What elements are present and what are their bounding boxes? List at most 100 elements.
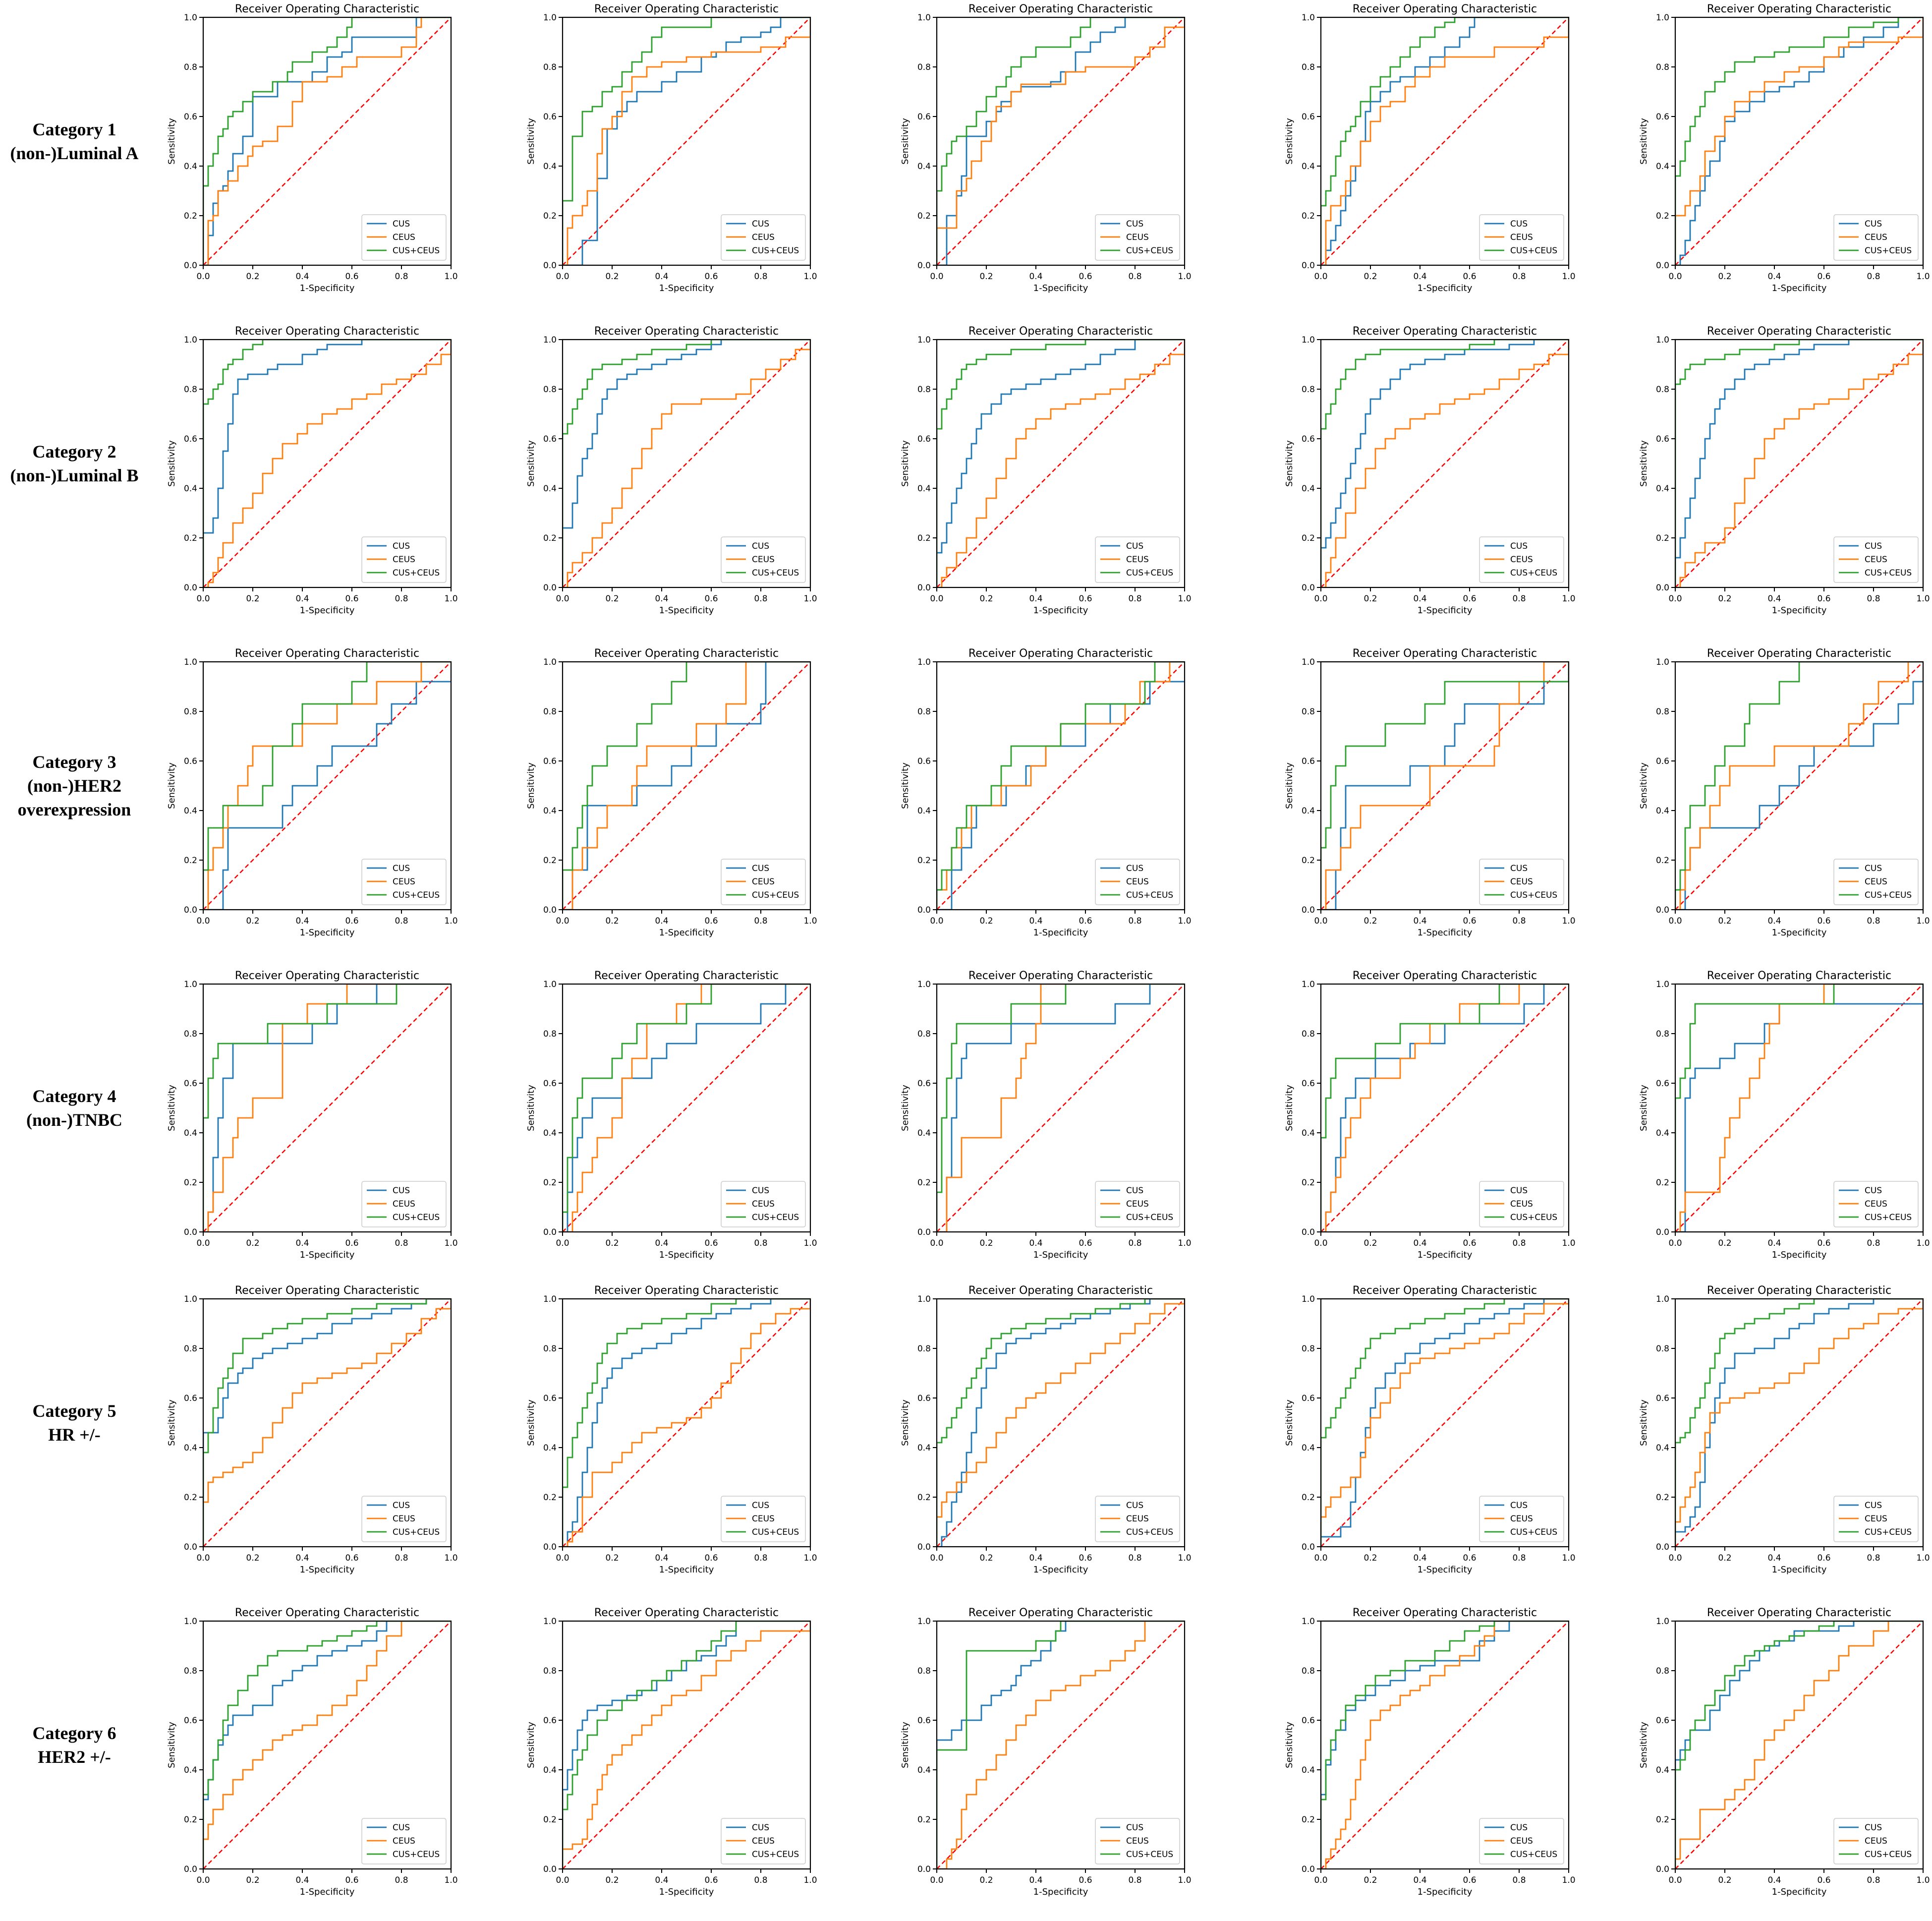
x-tick-label: 0.8 — [1512, 1875, 1526, 1885]
legend-label: CEUS — [1865, 1514, 1887, 1524]
y-tick-label: 0.0 — [543, 1542, 557, 1552]
axes-frame — [936, 661, 1186, 911]
legend-label: CEUS — [1126, 233, 1149, 242]
chance-diagonal-line — [1675, 1299, 1923, 1547]
category-label-4: Category 4 (non-)TNBC — [0, 1084, 149, 1132]
chart-title: Receiver Operating Characteristic — [1353, 970, 1537, 982]
axes-frame — [1674, 1298, 1924, 1548]
x-tick-label: 0.6 — [1463, 916, 1476, 926]
x-tick-label: 0.4 — [1413, 1238, 1426, 1248]
y-tick-label: 1.0 — [1302, 657, 1315, 667]
y-tick-label: 0.4 — [184, 1443, 197, 1453]
roc-curve-cus-plus-ceus — [563, 662, 810, 910]
chart-title: Receiver Operating Characteristic — [235, 1284, 419, 1297]
roc-chart: Receiver Operating Characteristic 0.0 0.2 0… — [1284, 1284, 1576, 1575]
y-tick-label: 0.4 — [1302, 162, 1315, 172]
chance-diagonal-line — [1321, 1621, 1569, 1869]
legend-label: CEUS — [1126, 1514, 1149, 1524]
x-axis-label: 1-Specificity — [1033, 1565, 1088, 1575]
chance-diagonal-line — [203, 340, 451, 587]
y-tick-label: 0.8 — [1302, 62, 1315, 72]
roc-curve-cus-plus-ceus — [1321, 1621, 1569, 1869]
y-tick-label: 0.0 — [184, 1542, 197, 1552]
legend-label: CUS — [752, 864, 769, 873]
roc-chart: Receiver Operating Characteristic 0.0 0.2 0… — [167, 325, 458, 616]
y-tick-label: 1.0 — [917, 980, 931, 990]
y-axis-label: Sensitivity — [1284, 118, 1295, 165]
y-axis-label: Sensitivity — [1284, 1722, 1295, 1768]
legend-label: CUS+CEUS — [752, 1527, 799, 1537]
y-tick-label: 0.0 — [184, 1864, 197, 1874]
y-tick-label: 0.0 — [543, 583, 557, 593]
axes-frame — [202, 1620, 452, 1870]
legend: CUS CEUS CUS+CEUS — [721, 214, 806, 261]
x-tick-label: 0.2 — [979, 1238, 993, 1248]
legend-label: CUS — [1865, 219, 1882, 229]
x-tick-label: 0.8 — [1512, 272, 1526, 282]
roc-curve-cus-plus-ceus — [203, 17, 451, 265]
x-tick-label: 1.0 — [1916, 272, 1930, 282]
roc-chart: Receiver Operating Characteristic 0.0 0.2 0… — [1639, 1607, 1930, 1897]
chart-title: Receiver Operating Characteristic — [1353, 3, 1537, 15]
axes-frame — [562, 983, 811, 1233]
chart-title: Receiver Operating Characteristic — [594, 1607, 779, 1619]
y-tick-label: 0.4 — [917, 162, 931, 172]
roc-curve-cus — [1675, 1299, 1923, 1547]
x-axis-label: 1-Specificity — [300, 928, 355, 938]
x-tick-label: 0.8 — [1512, 1238, 1526, 1248]
roc-curve-cus — [563, 1621, 810, 1869]
roc-curve-cus-plus-ceus — [563, 17, 810, 265]
y-tick-label: 0.4 — [184, 162, 197, 172]
x-tick-label: 0.6 — [704, 916, 718, 926]
chance-diagonal-line — [563, 17, 810, 265]
x-tick-label: 1.0 — [1562, 594, 1575, 604]
y-tick-label: 0.8 — [917, 1666, 931, 1676]
y-tick-label: 0.2 — [184, 1493, 197, 1503]
x-tick-label: 0.2 — [246, 272, 259, 282]
y-tick-label: 0.8 — [1302, 1344, 1315, 1354]
axes-frame — [1320, 1620, 1570, 1870]
x-tick-label: 1.0 — [444, 272, 457, 282]
x-tick-label: 0.8 — [1128, 272, 1141, 282]
y-tick-label: 0.2 — [543, 1178, 557, 1188]
y-tick-label: 0.4 — [1302, 484, 1315, 494]
x-tick-label: 0.4 — [655, 272, 668, 282]
y-axis-label: Sensitivity — [900, 1399, 910, 1446]
chance-diagonal-line — [937, 662, 1185, 910]
y-tick-label: 0.8 — [917, 1029, 931, 1039]
legend-box — [361, 536, 447, 583]
category-label-line: Category 2 — [32, 442, 116, 462]
legend-box — [1833, 214, 1919, 261]
chart-title: Receiver Operating Characteristic — [968, 3, 1153, 15]
roc-curve-cus-plus-ceus — [937, 17, 1185, 265]
y-tick-label: 0.2 — [1656, 1815, 1669, 1825]
y-tick-label: 0.0 — [1656, 1542, 1669, 1552]
legend-label: CUS — [1510, 864, 1528, 873]
chart-title: Receiver Operating Characteristic — [968, 647, 1153, 660]
x-tick-label: 0.8 — [1128, 594, 1141, 604]
legend-label: CUS — [752, 1823, 769, 1833]
x-axis-label: 1-Specificity — [300, 1565, 355, 1575]
category-label-line: (non-)HER2 — [27, 776, 122, 796]
y-tick-label: 0.2 — [917, 856, 931, 866]
legend-label: CUS+CEUS — [1865, 890, 1912, 900]
roc-curve-ceus — [563, 340, 810, 587]
roc-curve-cus-plus-ceus — [203, 340, 451, 587]
y-tick-label: 1.0 — [1302, 1617, 1315, 1627]
y-tick-label: 0.0 — [543, 261, 557, 271]
axes-frame — [1320, 16, 1570, 266]
legend-box — [361, 1818, 447, 1864]
y-tick-label: 0.8 — [917, 62, 931, 72]
roc-curve-cus-plus-ceus — [937, 1299, 1185, 1547]
chart-title: Receiver Operating Characteristic — [594, 647, 779, 660]
chart-title: Receiver Operating Characteristic — [968, 970, 1153, 982]
x-tick-label: 0.0 — [1668, 1238, 1682, 1248]
chance-diagonal-line — [1675, 984, 1923, 1232]
legend: CUS CEUS CUS+CEUS — [361, 1181, 447, 1227]
legend-label: CUS+CEUS — [1865, 1527, 1912, 1537]
x-tick-label: 0.6 — [704, 1875, 718, 1885]
roc-curve-ceus — [1675, 340, 1923, 587]
y-tick-label: 0.8 — [1302, 1666, 1315, 1676]
legend-box — [721, 859, 806, 905]
roc-panel-r1-c3: Receiver Operating Characteristic 0.0 0.2 0… — [882, 0, 1229, 317]
